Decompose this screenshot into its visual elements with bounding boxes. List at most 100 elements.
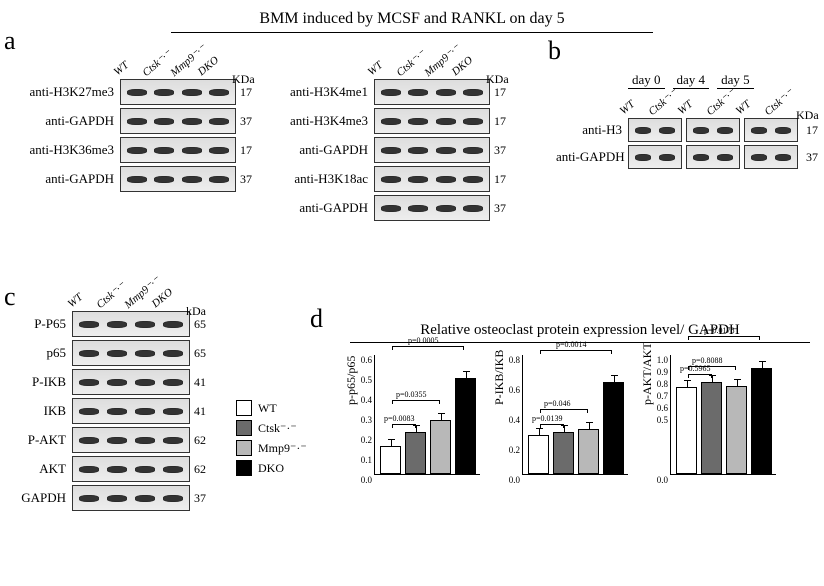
legend-item: Ctsk⁻·⁻ (236, 420, 307, 436)
blot-box (374, 79, 490, 105)
mw-label: 37 (490, 143, 516, 158)
kda-label: kDa (186, 304, 206, 319)
chart-tick: 0.4 (509, 415, 520, 425)
lane-label: WT (112, 51, 142, 79)
pval-text: p=0.0005 (408, 336, 439, 345)
blot-label: p65 (0, 345, 72, 361)
blot-box (374, 137, 490, 163)
blot-box (374, 166, 490, 192)
blot-label: anti-GAPDH (268, 200, 374, 216)
pval-text: p=0.8088 (692, 356, 723, 365)
panel-d: Relative osteoclast protein expression l… (350, 322, 810, 495)
blot-label: anti-H3K27me3 (14, 84, 120, 100)
lane-label: Ctsk⁻·⁻ (762, 90, 792, 118)
chart-tick: 0.5 (361, 375, 372, 385)
chart-bar (751, 368, 772, 474)
chart-tick: 0.2 (509, 445, 520, 455)
mw-label: 41 (190, 375, 216, 390)
blot-box (72, 340, 190, 366)
blot-box (628, 118, 682, 142)
kda-label: KDa (486, 72, 509, 87)
mw-label: 17 (490, 172, 516, 187)
mw-label: 62 (190, 433, 216, 448)
chart-tick: 0.2 (361, 435, 372, 445)
blot-label: GAPDH (0, 490, 72, 506)
chart-pakt: p-AKT/AKT0.00.50.60.70.80.91.0p=0.5965p=… (646, 355, 776, 495)
blot-box (72, 485, 190, 511)
chart-bar (380, 446, 401, 474)
chart-tick: 0.3 (361, 415, 372, 425)
legend-swatch (236, 460, 252, 476)
chart-tick: 0.0 (361, 475, 372, 485)
pval-bracket (688, 336, 760, 337)
lane-label: Ctsk⁻·⁻ (704, 90, 734, 118)
lane-label: WT (734, 90, 764, 118)
pval-bracket (688, 374, 712, 375)
legend-swatch (236, 420, 252, 436)
blot-box (72, 311, 190, 337)
legend-label: Mmp9⁻·⁻ (258, 441, 307, 456)
chart-tick: 0.8 (509, 355, 520, 365)
kda-label: KDa (232, 72, 255, 87)
mw-label: 37 (490, 201, 516, 216)
pval-text: p=0.0083 (384, 414, 415, 423)
mw-label: 17 (490, 114, 516, 129)
panel-a-right: WT Ctsk⁻·⁻ Mmp9⁻·⁻ DKO KDa anti-H3K4me11… (268, 66, 516, 224)
legend-swatch (236, 400, 252, 416)
panel-c: WT Ctsk⁻·⁻ Mmp9⁻·⁻ DKO kDa P-P6565p6565P… (0, 298, 216, 514)
blot-box (72, 398, 190, 424)
blot-label: anti-H3K4me3 (268, 113, 374, 129)
legend-label: WT (258, 401, 277, 416)
mw-label: 37 (802, 150, 824, 165)
blot-label: anti-GAPDH (14, 171, 120, 187)
day-label: day 4 (673, 72, 710, 89)
pval-text: p=0.0355 (396, 390, 427, 399)
mw-label: 37 (190, 491, 216, 506)
panel-b: day 0 day 4 day 5 WT Ctsk⁻·⁻ WT Ctsk⁻·⁻ … (556, 72, 824, 172)
day-label: day 0 (628, 72, 665, 89)
figure-title: BMM induced by MCSF and RANKL on day 5 (171, 10, 653, 33)
blot-label: P-P65 (0, 316, 72, 332)
legend-label: Ctsk⁻·⁻ (258, 421, 297, 436)
blot-box (628, 145, 682, 169)
blot-box (120, 166, 236, 192)
lane-label: Ctsk⁻·⁻ (646, 90, 676, 118)
chart-bar (455, 378, 476, 474)
blot-label: P-AKT (0, 432, 72, 448)
chart-tick: 0.5 (657, 415, 668, 425)
blot-box (374, 108, 490, 134)
chart-bar (528, 435, 549, 475)
blot-label: anti-GAPDH (268, 142, 374, 158)
chart-tick: 0.1 (361, 455, 372, 465)
legend-item: Mmp9⁻·⁻ (236, 440, 307, 456)
blot-box (120, 79, 236, 105)
lane-label: WT (618, 90, 648, 118)
blot-box (686, 145, 740, 169)
mw-label: 41 (190, 404, 216, 419)
blot-box (374, 195, 490, 221)
chart-bar (430, 420, 451, 474)
chart-tick: 1.0 (657, 355, 668, 365)
blot-box (686, 118, 740, 142)
pval-bracket (688, 366, 736, 367)
lane-label: Ctsk⁻·⁻ (394, 51, 424, 79)
panel-a-left: WT Ctsk⁻·⁻ Mmp9⁻·⁻ DKO KDa anti-H3K27me3… (14, 66, 262, 195)
chart-pp65: p-p65/p650.00.10.20.30.40.50.6p=0.0083p=… (350, 355, 480, 495)
pval-bracket (392, 400, 440, 401)
blot-label: anti-GAPDH (14, 113, 120, 129)
mw-label: 65 (190, 346, 216, 361)
blot-box (72, 456, 190, 482)
chart-bar (676, 387, 697, 474)
pval-bracket (540, 424, 564, 425)
pval-text: p=0.0178 (704, 326, 735, 335)
blot-label: P-IKB (0, 374, 72, 390)
blot-label: anti-H3K18ac (268, 171, 374, 187)
pval-text: p=0.046 (544, 399, 571, 408)
mw-label: 37 (236, 172, 262, 187)
kda-label: KDa (796, 108, 819, 123)
blot-box (120, 108, 236, 134)
pval-bracket (392, 346, 464, 347)
legend-label: DKO (258, 461, 284, 476)
mw-label: 37 (236, 114, 262, 129)
panel-letter-d: d (310, 304, 323, 334)
